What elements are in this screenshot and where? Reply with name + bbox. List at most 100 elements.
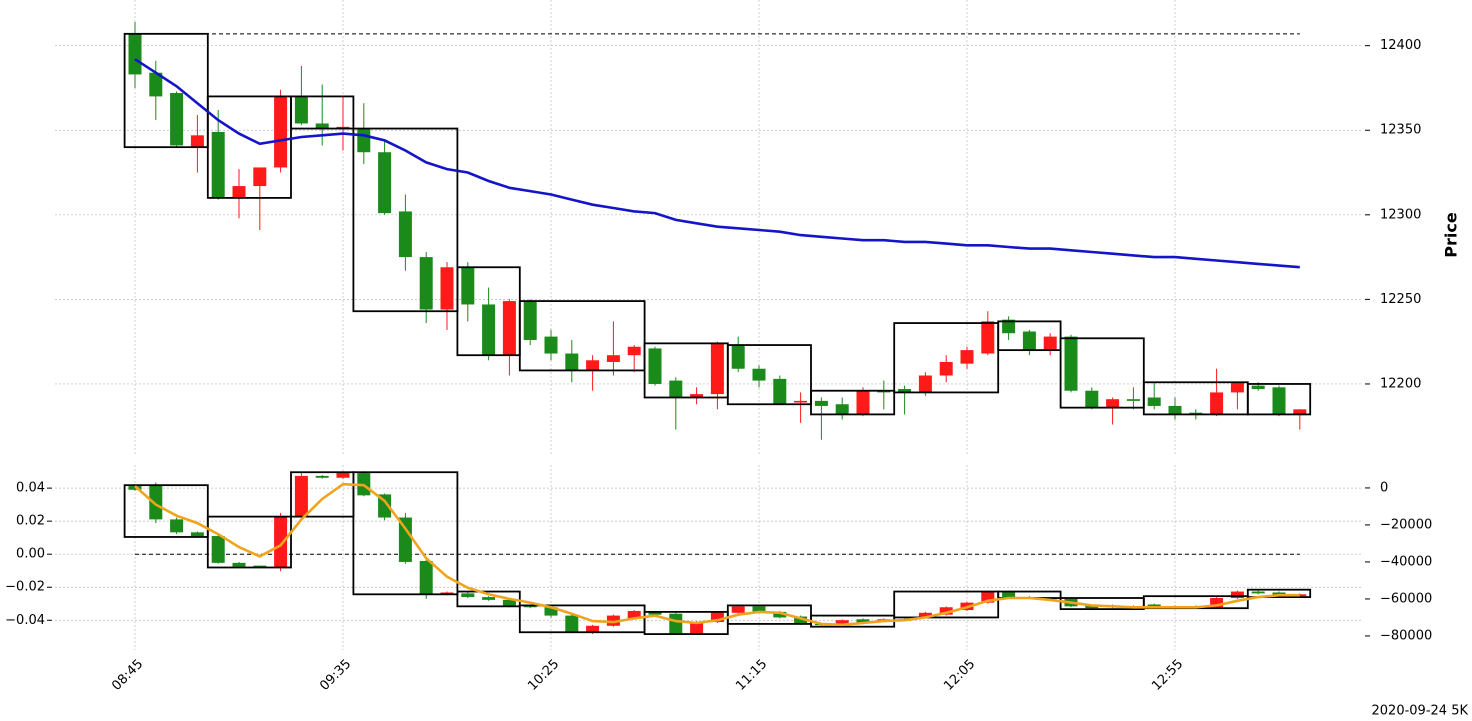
candle-body <box>419 257 433 310</box>
candle-body <box>128 486 142 490</box>
candle-body <box>190 135 204 148</box>
y-tick-label: −60000 <box>1380 591 1432 606</box>
candle-body <box>294 96 308 124</box>
y-tick-label: −40000 <box>1380 554 1432 569</box>
y-tick-label: −0.04 <box>5 613 45 628</box>
moving-average-line <box>134 482 1300 627</box>
candle-body <box>627 610 641 619</box>
candle-body <box>669 380 683 398</box>
candle-body <box>690 394 704 398</box>
candle-body <box>648 611 662 615</box>
moving-average-line <box>134 58 1300 269</box>
candle-body <box>627 346 641 356</box>
candle-body <box>1147 604 1161 607</box>
candle-body <box>336 472 350 478</box>
candle-body <box>773 378 787 405</box>
candle-body <box>1168 405 1182 415</box>
candle-body <box>461 593 475 598</box>
range-box <box>290 95 355 130</box>
candle-body <box>565 615 579 633</box>
candle-body <box>856 390 870 415</box>
y-tick-label: 12400 <box>1380 38 1421 53</box>
candle-body <box>648 348 662 384</box>
x-tick-label: 12:55 <box>1149 657 1186 694</box>
candle-body <box>440 592 454 595</box>
candle-body <box>669 613 683 635</box>
candle-body <box>1106 399 1120 408</box>
candle-body <box>565 353 579 371</box>
candle-body <box>398 517 412 562</box>
candle-body <box>544 607 558 616</box>
candle-body <box>440 267 454 310</box>
candle-body <box>856 619 870 623</box>
y-tick-label: 0.04 <box>16 481 45 496</box>
y-tick-label: 12350 <box>1380 123 1421 138</box>
x-tick-label: 12:05 <box>941 657 978 694</box>
candle-body <box>710 611 724 623</box>
y-tick-label: 0.00 <box>16 547 45 562</box>
range-box <box>206 95 292 199</box>
candle-body <box>149 72 163 97</box>
candle-body <box>523 605 537 608</box>
y-tick-label: 12300 <box>1380 207 1421 222</box>
candle-body <box>357 128 371 153</box>
candle-body <box>1043 336 1057 351</box>
candle-body <box>378 494 392 518</box>
candle-body <box>170 519 184 533</box>
candle-body <box>939 361 953 376</box>
candle-body <box>586 625 600 633</box>
y-tick-label: −0.02 <box>5 580 45 595</box>
x-tick-label: 10:25 <box>525 657 562 694</box>
y-tick-label: 0.02 <box>16 514 45 529</box>
range-box <box>1246 588 1312 598</box>
candle-body <box>128 33 142 75</box>
candle-body <box>274 516 288 568</box>
candle-body <box>149 485 163 520</box>
candle-body <box>253 565 267 568</box>
candle-body <box>752 606 766 612</box>
candle-body <box>586 360 600 371</box>
range-box <box>997 320 1062 352</box>
candle-body <box>981 591 995 603</box>
candle-body <box>918 375 932 393</box>
candle-body <box>190 532 204 537</box>
candle-body <box>606 355 620 362</box>
x-tick-label: 08:45 <box>109 657 146 694</box>
candle-body <box>461 267 475 305</box>
candle-body <box>294 475 308 517</box>
candle-body <box>419 561 433 595</box>
y-axis-label: Price <box>1442 212 1461 258</box>
candle-body <box>253 167 267 187</box>
candle-body <box>398 211 412 258</box>
candle-body <box>544 336 558 354</box>
candle-body <box>274 96 288 168</box>
x-tick-label: 11:15 <box>733 657 770 694</box>
candle-body <box>1230 591 1244 599</box>
candle-body <box>918 612 932 618</box>
candle-body <box>1002 319 1016 334</box>
candle-body <box>211 131 225 198</box>
candle-body <box>315 123 329 129</box>
candle-body <box>794 616 808 624</box>
candle-body <box>378 152 392 214</box>
candle-body <box>1085 390 1099 408</box>
candle-body <box>814 400 828 406</box>
candle-body <box>794 400 808 403</box>
candle-body <box>1272 387 1286 415</box>
candle-body <box>1251 385 1265 390</box>
range-box <box>123 32 209 149</box>
range-box <box>1246 383 1312 416</box>
candle-body <box>1230 382 1244 393</box>
candle-body <box>752 368 766 381</box>
candle-body <box>1147 397 1161 406</box>
candle-body <box>731 345 745 369</box>
range-box <box>893 590 1000 619</box>
candle-body <box>773 611 787 618</box>
candle-body <box>960 350 974 364</box>
candle-body <box>232 562 246 567</box>
y-tick-label: 12200 <box>1380 376 1421 391</box>
candle-body <box>731 606 745 613</box>
range-box <box>726 604 812 625</box>
candle-body <box>898 389 912 393</box>
